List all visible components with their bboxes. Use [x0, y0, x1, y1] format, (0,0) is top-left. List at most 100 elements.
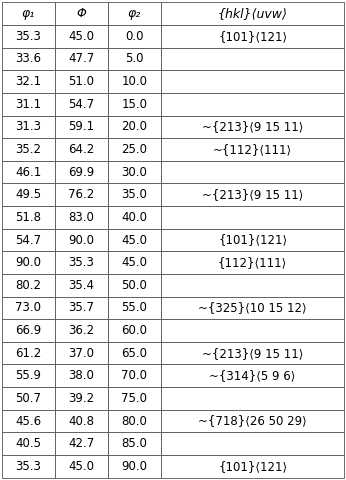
Bar: [161, 319, 344, 342]
Text: 66.9: 66.9: [15, 324, 42, 337]
Text: 55.9: 55.9: [15, 369, 41, 382]
Text: 39.2: 39.2: [68, 392, 94, 405]
Bar: [55, 228, 108, 252]
Bar: [2, 319, 55, 342]
Bar: [161, 183, 344, 206]
Bar: [2, 25, 55, 48]
Bar: [161, 206, 344, 228]
Text: 30.0: 30.0: [121, 166, 147, 179]
Bar: [108, 93, 161, 116]
Text: 36.2: 36.2: [68, 324, 94, 337]
Text: 10.0: 10.0: [121, 75, 147, 88]
Text: 60.0: 60.0: [121, 324, 147, 337]
Text: 35.0: 35.0: [121, 188, 147, 201]
Bar: [161, 252, 344, 274]
Bar: [108, 48, 161, 70]
Text: 70.0: 70.0: [121, 369, 147, 382]
Bar: [161, 48, 344, 70]
Bar: [55, 319, 108, 342]
Bar: [161, 93, 344, 116]
Bar: [2, 93, 55, 116]
Bar: [55, 161, 108, 183]
Text: {hkl}⟨uvw⟩: {hkl}⟨uvw⟩: [218, 7, 288, 20]
Bar: [161, 342, 344, 364]
Text: 51.0: 51.0: [69, 75, 94, 88]
Bar: [108, 297, 161, 319]
Bar: [2, 364, 55, 387]
Bar: [108, 455, 161, 478]
Text: Φ: Φ: [76, 7, 86, 20]
Text: 50.7: 50.7: [15, 392, 41, 405]
Text: 20.0: 20.0: [121, 120, 147, 133]
Bar: [55, 93, 108, 116]
Text: 45.6: 45.6: [15, 415, 41, 428]
Bar: [108, 319, 161, 342]
Text: 31.3: 31.3: [15, 120, 41, 133]
Bar: [55, 410, 108, 432]
Text: 31.1: 31.1: [15, 98, 41, 111]
Text: {112}⟨111⟩: {112}⟨111⟩: [218, 256, 287, 269]
Bar: [161, 274, 344, 297]
Text: 35.3: 35.3: [15, 30, 41, 43]
Text: 35.2: 35.2: [15, 143, 41, 156]
Bar: [55, 297, 108, 319]
Text: {101}⟨121⟩: {101}⟨121⟩: [218, 233, 287, 247]
Bar: [108, 274, 161, 297]
Bar: [161, 116, 344, 138]
Bar: [2, 48, 55, 70]
Text: 42.7: 42.7: [68, 437, 94, 450]
Text: {101}⟨121⟩: {101}⟨121⟩: [218, 460, 287, 473]
Bar: [2, 206, 55, 228]
Bar: [108, 116, 161, 138]
Bar: [108, 70, 161, 93]
Bar: [55, 183, 108, 206]
Bar: [2, 274, 55, 297]
Text: 40.0: 40.0: [121, 211, 147, 224]
Bar: [55, 2, 108, 25]
Bar: [2, 410, 55, 432]
Bar: [55, 387, 108, 410]
Bar: [161, 161, 344, 183]
Text: 50.0: 50.0: [121, 279, 147, 292]
Text: 40.8: 40.8: [69, 415, 94, 428]
Text: 45.0: 45.0: [121, 256, 147, 269]
Bar: [55, 48, 108, 70]
Bar: [161, 432, 344, 455]
Bar: [108, 183, 161, 206]
Text: 32.1: 32.1: [15, 75, 41, 88]
Text: 46.1: 46.1: [15, 166, 42, 179]
Bar: [161, 2, 344, 25]
Text: ~{213}⟨9 15 11⟩: ~{213}⟨9 15 11⟩: [202, 120, 303, 133]
Bar: [2, 183, 55, 206]
Text: 54.7: 54.7: [15, 233, 41, 247]
Text: 47.7: 47.7: [68, 52, 94, 65]
Text: 40.5: 40.5: [15, 437, 41, 450]
Text: 69.9: 69.9: [68, 166, 94, 179]
Bar: [55, 364, 108, 387]
Text: 49.5: 49.5: [15, 188, 41, 201]
Text: 33.6: 33.6: [15, 52, 41, 65]
Text: 90.0: 90.0: [121, 460, 147, 473]
Text: 76.2: 76.2: [68, 188, 94, 201]
Text: 73.0: 73.0: [15, 301, 41, 314]
Bar: [2, 252, 55, 274]
Bar: [108, 387, 161, 410]
Bar: [108, 2, 161, 25]
Bar: [55, 252, 108, 274]
Text: 0.0: 0.0: [125, 30, 144, 43]
Bar: [108, 206, 161, 228]
Bar: [108, 252, 161, 274]
Bar: [2, 455, 55, 478]
Bar: [2, 138, 55, 161]
Text: 85.0: 85.0: [121, 437, 147, 450]
Bar: [161, 25, 344, 48]
Text: ~{718}⟨26 50 29⟩: ~{718}⟨26 50 29⟩: [198, 415, 307, 428]
Text: 59.1: 59.1: [68, 120, 94, 133]
Bar: [2, 161, 55, 183]
Text: ~{314}⟨5 9 6⟩: ~{314}⟨5 9 6⟩: [209, 369, 296, 382]
Text: {101}⟨121⟩: {101}⟨121⟩: [218, 30, 287, 43]
Bar: [108, 342, 161, 364]
Bar: [161, 387, 344, 410]
Text: 35.4: 35.4: [69, 279, 94, 292]
Text: 35.7: 35.7: [69, 301, 94, 314]
